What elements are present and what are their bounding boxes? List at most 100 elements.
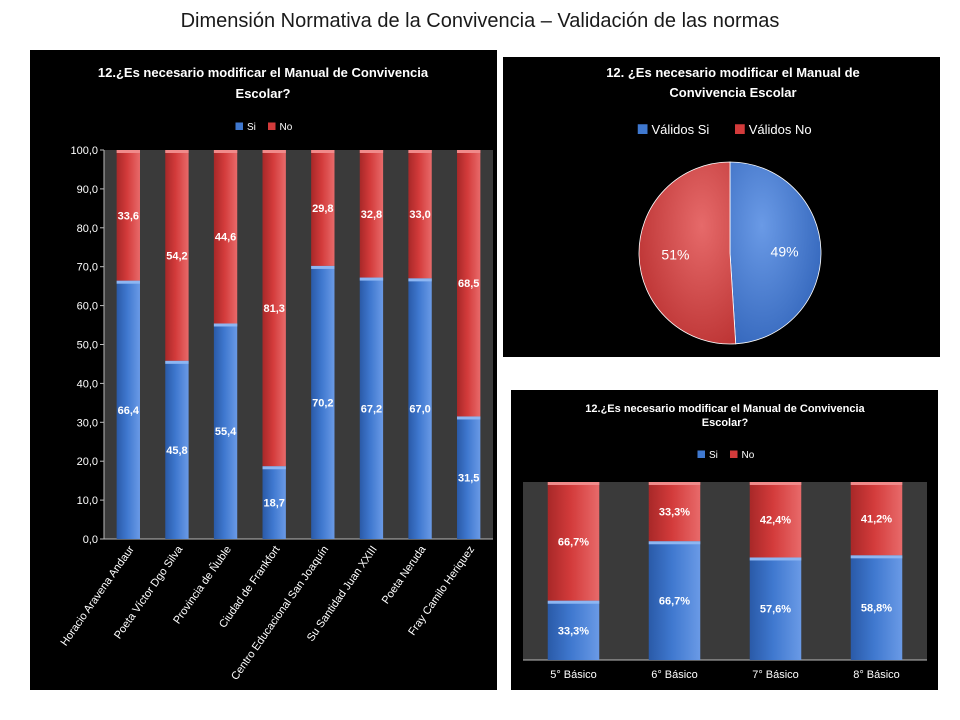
schools-y-tick-label: 60,0 xyxy=(77,301,98,313)
schools-bar-si-cap xyxy=(262,466,286,470)
schools-bar-no-cap xyxy=(408,150,432,153)
schools-data-label-si: 66,4 xyxy=(118,405,140,417)
schools-bar-no xyxy=(311,150,335,266)
schools-bar-si xyxy=(457,416,481,539)
grades-bar-si xyxy=(749,557,802,660)
pie-slice-label: 51% xyxy=(661,247,689,263)
pie-slice-label: 49% xyxy=(771,243,799,259)
pie-legend-swatch xyxy=(637,124,648,134)
schools-y-tick-label: 30,0 xyxy=(77,417,98,429)
grades-bar-si xyxy=(648,541,701,660)
schools-bar-no-cap xyxy=(213,150,238,153)
grades-bar-si-cap xyxy=(850,555,903,559)
stacked-bar-chart-grades: 12.¿Es necesario modificar el Manual de … xyxy=(523,403,927,681)
grades-bar-si xyxy=(850,555,903,660)
grades-data-label-si: 57,6% xyxy=(760,604,791,616)
grades-data-label-si: 58,8% xyxy=(861,603,892,615)
grades-bar-no xyxy=(547,482,600,601)
schools-legend-swatch xyxy=(235,122,243,130)
schools-legend-swatch xyxy=(268,122,276,130)
grades-x-tick-label: 7° Básico xyxy=(752,669,799,681)
grades-x-tick-label: 6° Básico xyxy=(651,669,698,681)
pie-title-line: Convivencia Escolar xyxy=(669,85,796,100)
grades-data-label-no: 33,3% xyxy=(659,507,690,519)
grades-legend-label: Si xyxy=(709,450,718,461)
schools-title-line: 12.¿Es necesario modificar el Manual de … xyxy=(98,65,429,80)
grades-legend-swatch xyxy=(697,450,705,458)
grades-x-tick-label: 5° Básico xyxy=(550,669,597,681)
schools-bar-no-cap xyxy=(116,150,140,153)
schools-data-label-no: 68,5 xyxy=(458,278,479,290)
pie-legend-label: Válidos No xyxy=(749,122,812,137)
schools-bar-no-cap xyxy=(262,150,286,153)
schools-bar-si xyxy=(408,278,432,539)
page-title: Dimensión Normativa de la Convivencia – … xyxy=(180,10,780,32)
schools-y-tick-label: 90,0 xyxy=(77,184,98,196)
schools-bar-si-cap xyxy=(213,323,238,327)
schools-bar-no xyxy=(457,150,481,417)
grades-bar-no-cap xyxy=(648,482,701,485)
schools-plot-area xyxy=(104,150,493,539)
schools-bar-si-cap xyxy=(359,277,384,281)
schools-data-label-si: 67,2 xyxy=(361,403,382,415)
schools-legend-label: Si xyxy=(247,122,256,133)
schools-bar-no xyxy=(165,150,189,361)
chart-panel-schools: 12.¿Es necesario modificar el Manual de … xyxy=(30,50,497,690)
grades-bar-si xyxy=(547,600,600,660)
chart-panel-total: 12. ¿Es necesario modificar el Manual de… xyxy=(503,57,940,357)
schools-data-label-si: 67,0 xyxy=(409,404,430,416)
schools-y-tick-label: 0,0 xyxy=(83,534,98,546)
schools-bar-no xyxy=(262,150,286,467)
pie-legend-swatch xyxy=(735,124,745,134)
grades-bar-no-cap xyxy=(547,482,600,485)
schools-bar-si xyxy=(165,360,189,539)
schools-bar-no-cap xyxy=(457,150,481,153)
grades-bar-no-cap xyxy=(850,482,903,485)
grades-legend-swatch xyxy=(730,450,738,458)
schools-data-label-no: 29,8 xyxy=(312,203,333,215)
grades-title-line: Escolar? xyxy=(702,417,749,429)
schools-data-label-no: 33,0 xyxy=(409,209,430,221)
schools-bar-si xyxy=(262,466,286,539)
grades-bar-no xyxy=(850,482,903,556)
pie-slice xyxy=(638,161,737,345)
schools-y-tick-label: 70,0 xyxy=(77,262,98,274)
schools-bar-si-cap xyxy=(457,416,481,420)
schools-data-label-no: 32,8 xyxy=(361,209,382,221)
chart-panel-grades: 12.¿Es necesario modificar el Manual de … xyxy=(511,390,938,690)
grades-x-tick-label: 8° Básico xyxy=(853,669,900,681)
schools-bar-si xyxy=(213,323,238,539)
schools-bar-no-cap xyxy=(165,150,189,153)
schools-data-label-si: 18,7 xyxy=(263,498,284,510)
schools-data-label-no: 81,3 xyxy=(263,303,284,315)
schools-data-label-no: 44,6 xyxy=(215,232,236,244)
grades-bar-si-cap xyxy=(547,600,600,604)
grades-title-line: 12.¿Es necesario modificar el Manual de … xyxy=(585,403,865,415)
grades-bar-si-cap xyxy=(648,541,701,545)
stacked-bar-chart-schools: 12.¿Es necesario modificar el Manual de … xyxy=(59,65,493,682)
schools-bar-si-cap xyxy=(116,280,140,284)
schools-bar-si-cap xyxy=(311,265,335,269)
schools-bar-no xyxy=(116,150,140,281)
grades-data-label-no: 42,4% xyxy=(760,515,791,527)
schools-data-label-si: 31,5 xyxy=(458,473,479,485)
schools-data-label-no: 54,2 xyxy=(166,250,187,262)
schools-title-line: Escolar? xyxy=(236,86,291,101)
schools-legend-label: No xyxy=(280,122,293,133)
pie-slice xyxy=(729,161,822,345)
schools-y-tick-label: 80,0 xyxy=(77,223,98,235)
schools-bar-no-cap xyxy=(311,150,335,153)
schools-bar-si-cap xyxy=(408,278,432,282)
schools-bar-si xyxy=(311,265,335,539)
pie-chart-total: 12. ¿Es necesario modificar el Manual de… xyxy=(606,65,860,345)
pie-title-line: 12. ¿Es necesario modificar el Manual de xyxy=(606,65,860,80)
grades-data-label-no: 41,2% xyxy=(861,514,892,526)
grades-data-label-no: 66,7% xyxy=(558,536,589,548)
grades-bar-no xyxy=(749,482,802,558)
grades-data-label-si: 33,3% xyxy=(558,625,589,637)
pie-legend-label: Válidos Si xyxy=(652,122,710,137)
schools-bar-no xyxy=(408,150,432,279)
schools-y-tick-label: 20,0 xyxy=(77,456,98,468)
grades-bar-si-cap xyxy=(749,557,802,561)
schools-bar-no xyxy=(213,150,238,324)
